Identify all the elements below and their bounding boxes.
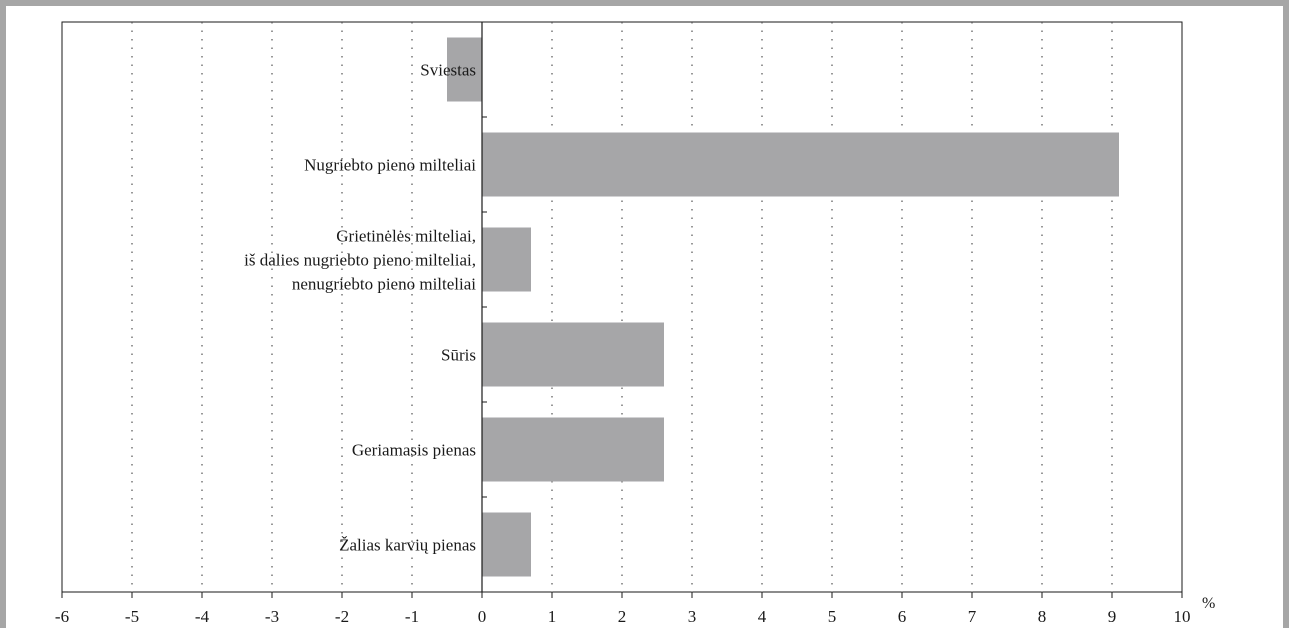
x-tick-label: -6 — [55, 607, 69, 626]
x-tick-label: -3 — [265, 607, 279, 626]
x-tick-label: -5 — [125, 607, 139, 626]
x-tick-label: -1 — [405, 607, 419, 626]
x-tick-label: -2 — [335, 607, 349, 626]
x-tick-label: 9 — [1108, 607, 1117, 626]
x-tick-label: 5 — [828, 607, 837, 626]
x-tick-label: 0 — [478, 607, 487, 626]
category-label: iš dalies nugriebto pieno milteliai, — [244, 251, 476, 270]
bar — [447, 37, 482, 102]
x-tick-label: 8 — [1038, 607, 1047, 626]
x-tick-label: 2 — [618, 607, 627, 626]
bars — [447, 37, 1119, 577]
x-tick-labels: -6 -5 -4 -3 -2 -1 0 1 2 3 4 5 6 7 8 9 10 — [55, 607, 1191, 626]
bar — [482, 512, 531, 577]
x-tick-label: 1 — [548, 607, 557, 626]
category-label: Sviestas — [420, 61, 476, 80]
x-tick-label: 7 — [968, 607, 977, 626]
axes — [61, 22, 1183, 598]
x-tick-label: 10 — [1174, 607, 1191, 626]
category-label: Geriamasis pienas — [352, 441, 476, 460]
x-tick-label: 4 — [758, 607, 767, 626]
x-tick-label: -4 — [195, 607, 210, 626]
bar — [482, 322, 664, 387]
category-label: Žalias karvių pienas — [339, 536, 476, 555]
category-label: Nugriebto pieno milteliai — [304, 156, 476, 175]
bar — [482, 132, 1119, 197]
bar — [482, 417, 664, 482]
category-label: Grietinėlės milteliai, — [336, 227, 476, 246]
x-unit-label: % — [1202, 595, 1215, 612]
grid-lines — [131, 22, 1113, 592]
x-tick-label: 6 — [898, 607, 907, 626]
category-labels: Sviestas Nugriebto pieno milteliai Grietin… — [244, 61, 476, 555]
bar — [482, 227, 531, 292]
x-tick-label: 3 — [688, 607, 697, 626]
category-label: Sūris — [441, 346, 476, 365]
category-label: nenugriebto pieno milteliai — [292, 275, 476, 294]
